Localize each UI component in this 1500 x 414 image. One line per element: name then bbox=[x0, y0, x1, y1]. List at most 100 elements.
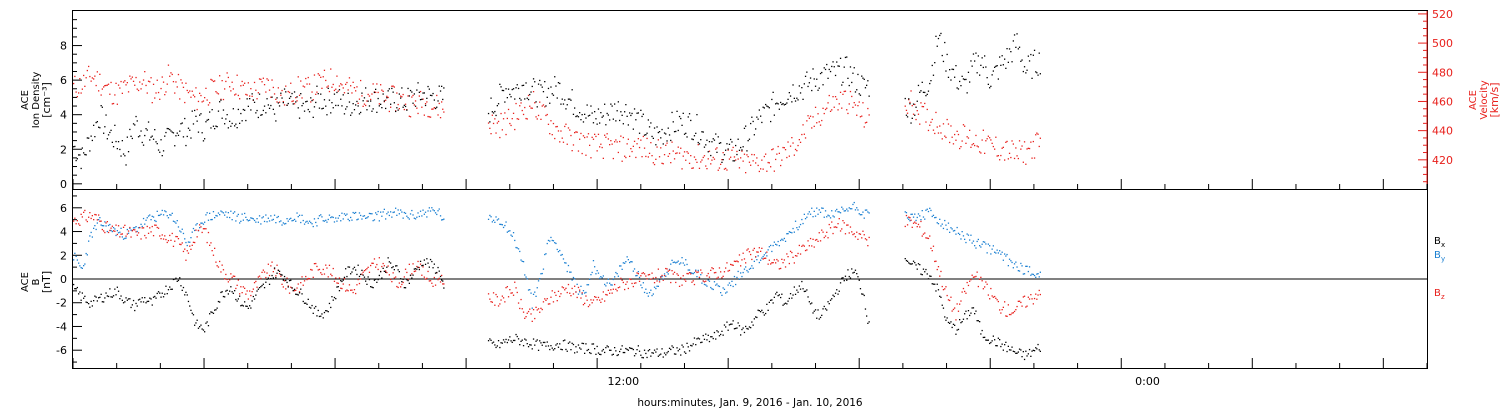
by-point bbox=[813, 210, 815, 212]
by-point bbox=[772, 244, 774, 247]
by-point bbox=[275, 222, 277, 224]
bz-point bbox=[376, 263, 378, 266]
bx-point bbox=[418, 268, 420, 271]
bfield-ylabel-line: B bbox=[31, 278, 42, 285]
bx-point bbox=[761, 309, 763, 311]
density-point bbox=[416, 89, 418, 91]
bx-point bbox=[296, 293, 298, 296]
bz-point bbox=[105, 222, 107, 224]
bz-point bbox=[434, 284, 437, 286]
by-point bbox=[980, 246, 982, 248]
velocity-point bbox=[1013, 157, 1016, 160]
by-point bbox=[202, 223, 205, 225]
density-point bbox=[780, 101, 782, 104]
density-point bbox=[439, 90, 442, 92]
by-point bbox=[540, 273, 542, 275]
bx-point bbox=[338, 290, 341, 292]
by-point bbox=[733, 275, 736, 278]
velocity-point bbox=[141, 83, 143, 85]
density-point bbox=[711, 141, 713, 143]
bx-point bbox=[84, 295, 86, 297]
velocity-point bbox=[952, 143, 955, 145]
bz-point bbox=[442, 283, 444, 285]
bx-point bbox=[857, 276, 859, 278]
by-point bbox=[495, 216, 497, 218]
bz-point bbox=[576, 296, 578, 299]
bx-point bbox=[396, 265, 398, 267]
velocity-point bbox=[854, 104, 857, 106]
bx-point bbox=[541, 344, 543, 346]
by-point bbox=[260, 223, 262, 225]
bx-point bbox=[346, 275, 348, 278]
density-point bbox=[182, 136, 185, 138]
bz-point bbox=[698, 276, 701, 278]
velocity-point bbox=[432, 108, 434, 110]
velocity-point bbox=[919, 123, 921, 125]
bz-point bbox=[171, 232, 173, 235]
by-point bbox=[409, 213, 412, 215]
density-point bbox=[620, 111, 622, 113]
velocity-point bbox=[192, 94, 195, 96]
velocity-point bbox=[701, 159, 703, 161]
by-point bbox=[544, 253, 546, 256]
bz-point bbox=[624, 288, 626, 291]
bx-point bbox=[572, 343, 575, 346]
density-point bbox=[797, 99, 799, 101]
by-point bbox=[519, 250, 521, 253]
by-point bbox=[306, 220, 308, 222]
density-point bbox=[262, 109, 264, 112]
bx-point bbox=[946, 317, 948, 319]
bz-point bbox=[579, 289, 581, 291]
bx-point bbox=[741, 328, 743, 331]
bx-point bbox=[536, 339, 538, 341]
bz-point bbox=[629, 278, 631, 280]
bz-point bbox=[611, 292, 613, 294]
by-point bbox=[83, 265, 85, 267]
velocity-point bbox=[961, 140, 963, 142]
bz-point bbox=[633, 282, 636, 284]
density-point bbox=[716, 151, 718, 153]
density-point bbox=[911, 117, 913, 119]
density-point bbox=[197, 131, 200, 133]
by-point bbox=[151, 215, 153, 217]
bz-point bbox=[202, 228, 205, 230]
bx-point bbox=[846, 279, 848, 281]
density-point bbox=[847, 77, 849, 79]
bz-point bbox=[812, 238, 814, 240]
velocity-point bbox=[640, 139, 642, 141]
by-point bbox=[535, 295, 537, 297]
bz-point bbox=[1039, 293, 1041, 296]
density-point bbox=[616, 110, 618, 112]
by-point bbox=[653, 286, 656, 288]
velocity-point bbox=[837, 109, 839, 111]
density-point bbox=[556, 97, 558, 99]
density-point bbox=[924, 91, 926, 94]
velocity-point bbox=[717, 169, 719, 171]
bx-point bbox=[748, 326, 751, 328]
velocity-point bbox=[844, 90, 847, 92]
density-point bbox=[642, 113, 644, 115]
by-point bbox=[718, 285, 721, 288]
bz-point bbox=[414, 270, 417, 272]
by-point bbox=[976, 240, 978, 243]
by-point bbox=[626, 256, 628, 258]
velocity-point bbox=[79, 78, 81, 80]
bz-point bbox=[91, 215, 93, 217]
bx-point bbox=[717, 331, 719, 333]
density-point bbox=[565, 108, 567, 110]
density-point bbox=[957, 88, 960, 90]
density-point bbox=[227, 127, 229, 129]
density-point bbox=[807, 85, 809, 88]
bx-point bbox=[778, 294, 780, 296]
bx-point bbox=[174, 278, 176, 280]
density-point bbox=[350, 114, 352, 116]
density-point bbox=[647, 119, 649, 121]
velocity-point bbox=[377, 91, 379, 94]
bx-point bbox=[906, 260, 909, 262]
density-point bbox=[752, 120, 754, 123]
density-point bbox=[979, 74, 981, 76]
bz-point bbox=[356, 284, 358, 286]
bx-point bbox=[78, 293, 80, 295]
bx-point bbox=[215, 309, 217, 311]
density-point bbox=[579, 112, 581, 114]
